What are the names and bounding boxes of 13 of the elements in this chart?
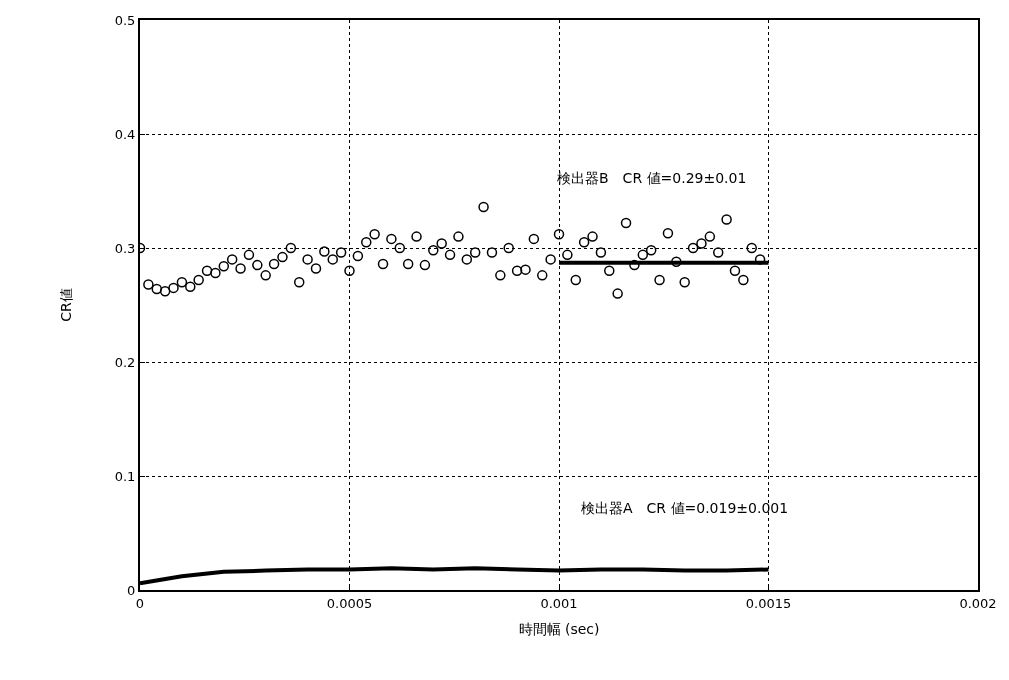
y-tick-label: 0.5: [114, 12, 136, 28]
y-tick-label: 0.4: [114, 126, 136, 142]
x-tick-label: 0.002: [959, 595, 997, 611]
y-tick-label: 0: [127, 582, 136, 598]
x-tick-label: 0.0015: [745, 595, 792, 611]
x-tick-label: 0.0005: [326, 595, 373, 611]
x-tick-label: 0.001: [540, 595, 578, 611]
y-tick-label: 0.1: [114, 468, 136, 484]
y-tick-label: 0.3: [114, 240, 136, 256]
annotation: 検出器A CR 値=0.019±0.001: [581, 500, 789, 516]
x-axis-title: 時間幅 (sec): [518, 621, 600, 638]
y-tick-label: 0.2: [114, 354, 136, 370]
y-axis-title: CR値: [57, 288, 74, 322]
